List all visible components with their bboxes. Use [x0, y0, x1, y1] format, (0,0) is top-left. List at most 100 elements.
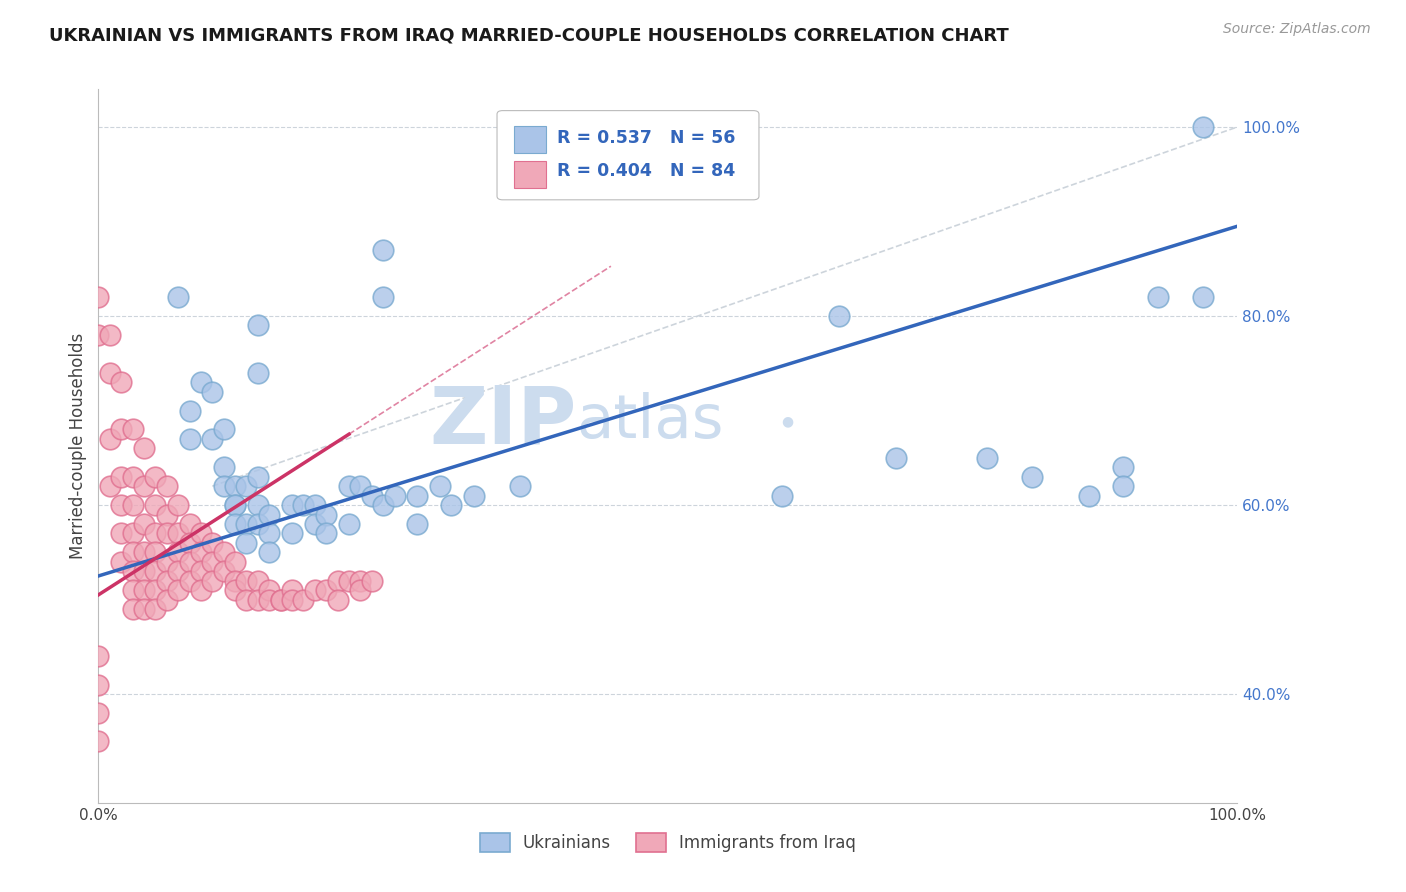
Point	[315, 583, 337, 598]
Point	[167, 526, 190, 541]
Point	[212, 479, 235, 493]
Text: Source: ZipAtlas.com: Source: ZipAtlas.com	[1223, 22, 1371, 37]
Point	[179, 574, 201, 588]
Point	[179, 432, 201, 446]
Point	[828, 309, 851, 323]
Point	[259, 508, 281, 522]
Point	[110, 526, 132, 541]
Point	[156, 508, 179, 522]
Point	[110, 375, 132, 389]
Point	[1146, 290, 1168, 304]
Text: R = 0.537   N = 56: R = 0.537 N = 56	[557, 128, 735, 146]
Point	[270, 592, 292, 607]
Point	[121, 469, 143, 483]
Text: R = 0.404   N = 84: R = 0.404 N = 84	[557, 162, 735, 180]
Point	[371, 243, 394, 257]
Point	[145, 564, 167, 578]
Point	[235, 516, 257, 531]
Point	[337, 479, 360, 493]
Point	[259, 583, 281, 598]
Point	[132, 545, 155, 559]
Point	[98, 327, 121, 342]
Point	[884, 450, 907, 465]
Point	[190, 375, 212, 389]
Point	[371, 290, 394, 304]
Text: ZIP: ZIP	[429, 382, 576, 460]
Point	[337, 574, 360, 588]
Point	[235, 574, 257, 588]
Point	[201, 574, 224, 588]
Point	[304, 583, 326, 598]
Point	[121, 602, 143, 616]
Point	[235, 536, 257, 550]
Point	[121, 583, 143, 598]
Point	[212, 460, 235, 475]
Point	[326, 574, 349, 588]
Point	[145, 469, 167, 483]
Point	[132, 564, 155, 578]
Point	[224, 479, 246, 493]
Point	[87, 327, 110, 342]
Point	[259, 526, 281, 541]
Point	[87, 706, 110, 720]
Point	[406, 516, 429, 531]
Point	[337, 516, 360, 531]
Point	[87, 649, 110, 664]
Point	[246, 498, 269, 512]
Point	[212, 545, 235, 559]
Point	[156, 526, 179, 541]
Point	[121, 526, 143, 541]
Point	[110, 498, 132, 512]
Point	[110, 555, 132, 569]
Point	[190, 564, 212, 578]
Point	[246, 366, 269, 380]
Point	[349, 583, 371, 598]
Point	[326, 592, 349, 607]
Point	[1078, 489, 1101, 503]
Point	[190, 583, 212, 598]
Point	[315, 526, 337, 541]
Text: atlas: atlas	[576, 392, 724, 450]
Point	[167, 545, 190, 559]
Point	[179, 516, 201, 531]
Point	[121, 564, 143, 578]
Point	[145, 526, 167, 541]
Point	[110, 422, 132, 436]
Point	[179, 555, 201, 569]
Point	[212, 422, 235, 436]
Point	[156, 479, 179, 493]
Point	[384, 489, 406, 503]
Text: ●: ●	[782, 414, 794, 428]
Point	[406, 489, 429, 503]
Point	[132, 442, 155, 456]
Point	[281, 592, 304, 607]
Bar	[515, 127, 546, 153]
Point	[156, 592, 179, 607]
Point	[145, 602, 167, 616]
Point	[292, 498, 315, 512]
Point	[121, 545, 143, 559]
FancyBboxPatch shape	[498, 111, 759, 200]
Point	[110, 469, 132, 483]
Point	[281, 498, 304, 512]
Point	[121, 422, 143, 436]
Point	[87, 678, 110, 692]
Point	[976, 450, 998, 465]
Point	[201, 536, 224, 550]
Point	[98, 366, 121, 380]
Point	[360, 489, 382, 503]
Point	[281, 583, 304, 598]
Point	[246, 318, 269, 333]
Point	[201, 432, 224, 446]
Point	[224, 583, 246, 598]
Point	[270, 592, 292, 607]
Point	[132, 583, 155, 598]
Legend: Ukrainians, Immigrants from Iraq: Ukrainians, Immigrants from Iraq	[472, 826, 863, 859]
Point	[145, 498, 167, 512]
Y-axis label: Married-couple Households: Married-couple Households	[69, 333, 87, 559]
Point	[281, 526, 304, 541]
Point	[246, 592, 269, 607]
Point	[145, 545, 167, 559]
Point	[167, 564, 190, 578]
Text: UKRAINIAN VS IMMIGRANTS FROM IRAQ MARRIED-COUPLE HOUSEHOLDS CORRELATION CHART: UKRAINIAN VS IMMIGRANTS FROM IRAQ MARRIE…	[49, 27, 1010, 45]
